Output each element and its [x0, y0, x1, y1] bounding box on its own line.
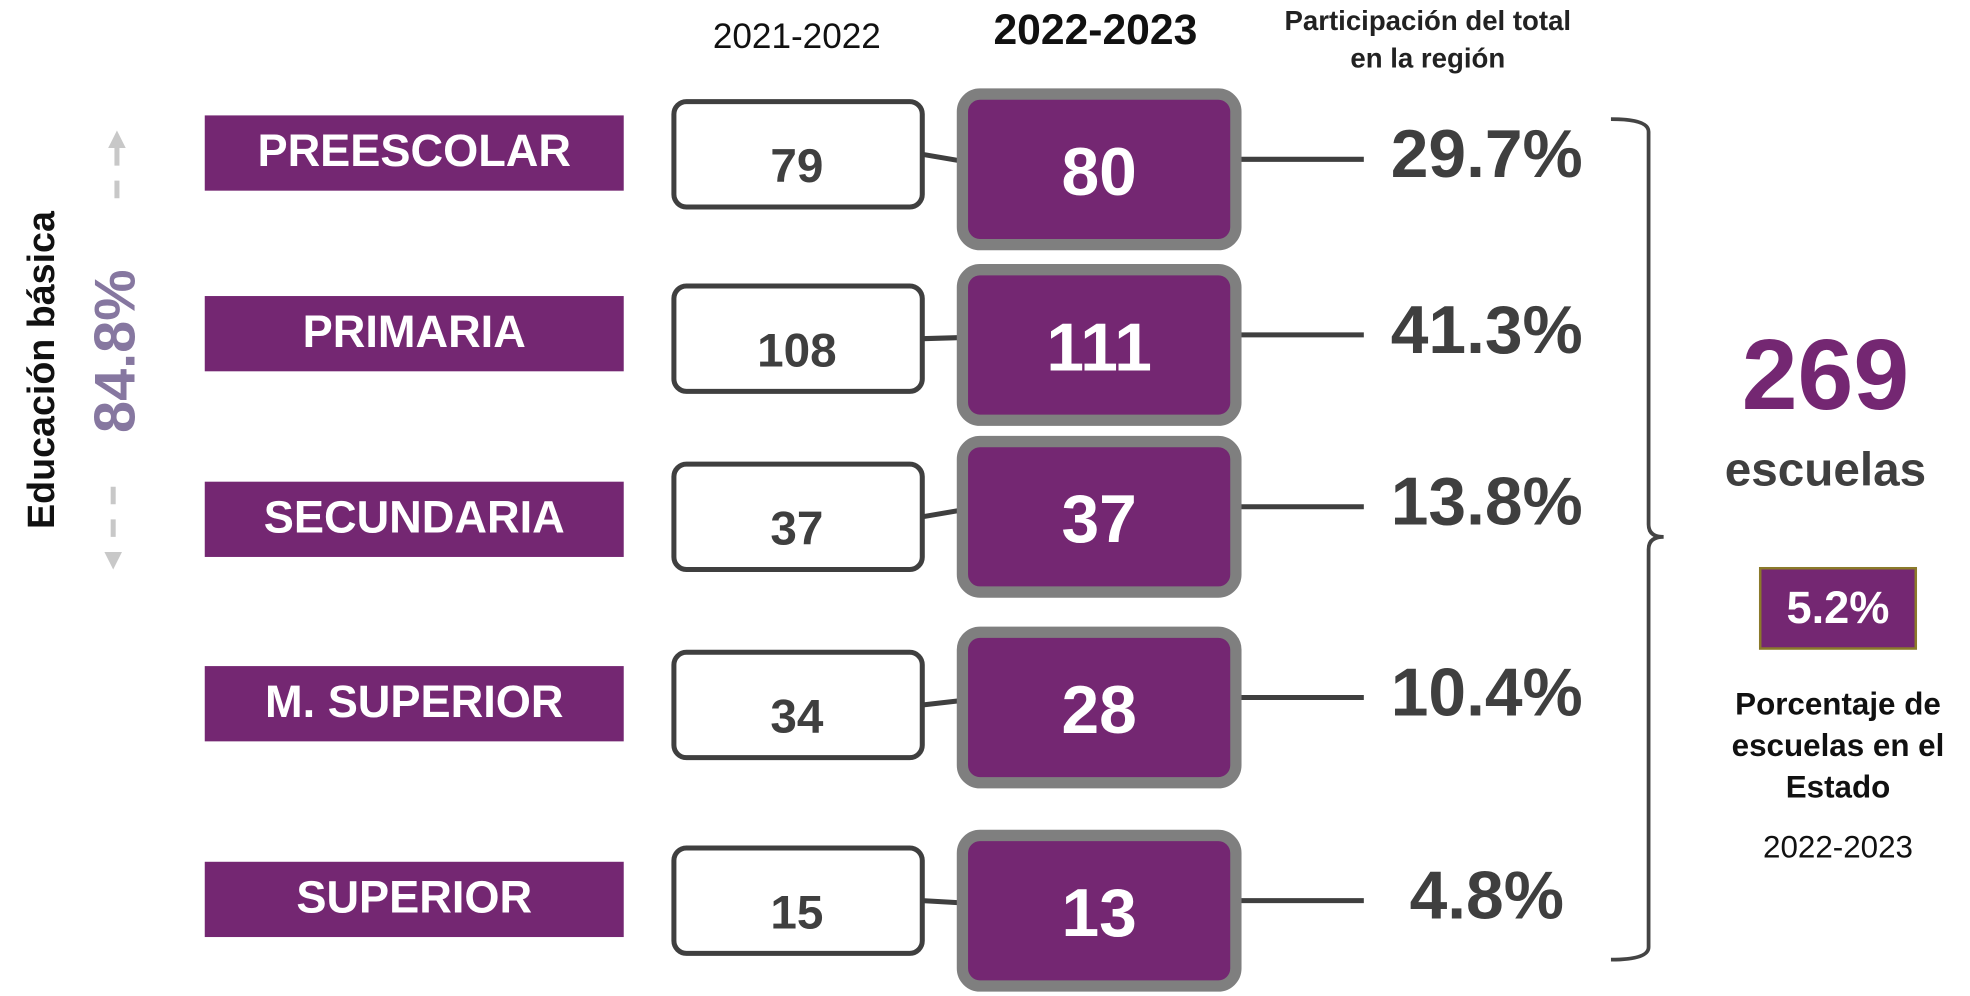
share-value: 13.8% — [1391, 465, 1583, 540]
curr-value: 37 — [1061, 482, 1136, 557]
level-label: M. SUPERIOR — [265, 676, 563, 727]
level-box — [204, 296, 624, 372]
level-label: PRIMARIA — [303, 306, 526, 357]
prev-value: 108 — [757, 324, 837, 377]
level-box — [204, 861, 624, 938]
level-label: SUPERIOR — [296, 872, 532, 923]
arrow-head — [104, 551, 122, 570]
curr-value: 13 — [1061, 876, 1136, 951]
state-share: 5.2% — [1787, 582, 1890, 633]
prev-box — [671, 99, 925, 210]
share-value: 10.4% — [1391, 655, 1583, 730]
side-arrow — [110, 148, 120, 552]
share-header: Participación del total — [1285, 5, 1572, 36]
side-share: 84.8% — [84, 269, 148, 433]
level-box — [204, 481, 624, 557]
prev-value: 15 — [770, 886, 823, 939]
curr-box — [956, 88, 1242, 251]
prev-box — [671, 845, 925, 956]
level-label: SECUNDARIA — [264, 492, 565, 543]
share-header: en la región — [1350, 42, 1505, 73]
side-label: Educación básica — [20, 210, 62, 529]
level-box — [204, 666, 624, 742]
prev-box — [671, 649, 925, 761]
curr-value: 28 — [1061, 673, 1136, 748]
curr-box — [956, 829, 1242, 992]
prev-value: 79 — [770, 140, 823, 193]
bracket — [1610, 117, 1664, 962]
curr-value: 80 — [1061, 135, 1136, 210]
prev-box — [671, 283, 925, 394]
level-box — [204, 115, 624, 191]
total-value: 269 — [1742, 319, 1909, 431]
level-label: PREESCOLAR — [257, 125, 571, 176]
prev-box — [671, 461, 925, 573]
rows: PREESCOLAR 79 80 29.7% PRIMARIA 108 111 41.3% SE… — [204, 88, 1583, 992]
arrow-head — [108, 130, 126, 149]
caption: Estado — [1786, 769, 1891, 804]
share-value: 41.3% — [1391, 293, 1583, 368]
share-value: 29.7% — [1391, 117, 1583, 192]
caption-year: 2022-2023 — [1763, 830, 1913, 865]
curr-box — [956, 626, 1242, 789]
total-unit: escuelas — [1725, 444, 1926, 497]
share-value: 4.8% — [1410, 859, 1564, 934]
curr-box — [956, 435, 1242, 598]
curr-year-header: 2022-2023 — [993, 6, 1197, 54]
caption: Porcentaje de — [1735, 687, 1941, 722]
prev-value: 37 — [770, 502, 823, 555]
prev-value: 34 — [770, 691, 824, 744]
curr-value: 111 — [1046, 310, 1152, 385]
state-share-box — [1758, 566, 1918, 650]
curr-box — [956, 264, 1242, 426]
prev-year-header: 2021-2022 — [713, 17, 881, 56]
caption: escuelas en el — [1732, 728, 1945, 763]
